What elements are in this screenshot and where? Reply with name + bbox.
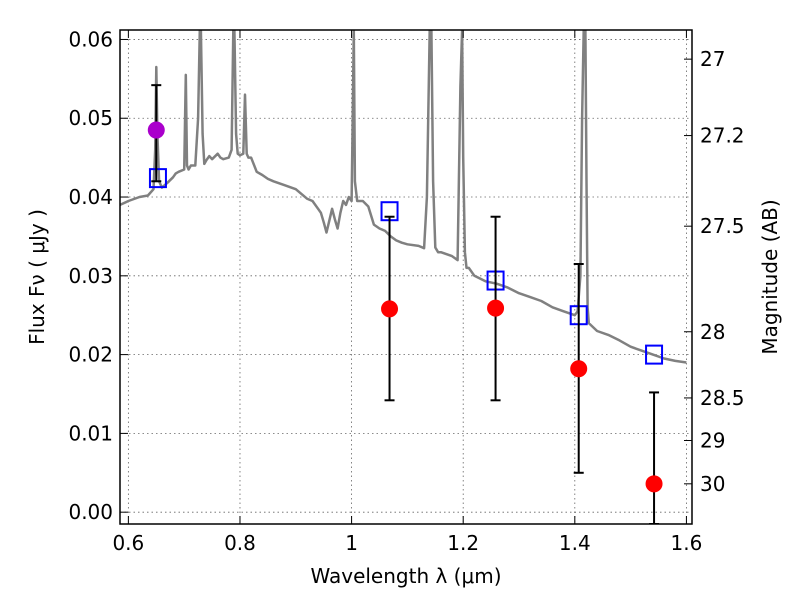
x-tick-label: 0.6 bbox=[112, 531, 144, 555]
observed-flux-point bbox=[487, 299, 505, 317]
right-tick-label: 28 bbox=[700, 320, 725, 344]
model-spectrum-line bbox=[120, 30, 687, 364]
observed-flux-point bbox=[381, 300, 399, 318]
x-tick-label: 1.2 bbox=[447, 531, 479, 555]
plot-frame bbox=[119, 29, 693, 525]
y-tick-label: 0.05 bbox=[68, 106, 113, 130]
observed-flux-point bbox=[147, 121, 165, 139]
x-tick-label: 0.8 bbox=[224, 531, 256, 555]
right-tick-label: 29 bbox=[700, 428, 725, 452]
x-tick-label: 1.4 bbox=[559, 531, 591, 555]
x-axis-title: Wavelength λ (μm) bbox=[310, 564, 501, 588]
y-tick-label: 0.06 bbox=[68, 27, 113, 51]
y-tick-label: 0.01 bbox=[68, 421, 113, 445]
y-tick-label: 0.04 bbox=[68, 185, 113, 209]
right-tick-label: 27.5 bbox=[700, 214, 745, 238]
right-tick-label: 27.2 bbox=[700, 124, 745, 148]
x-tick-label: 1 bbox=[345, 531, 358, 555]
y-tick-label: 0.02 bbox=[68, 343, 113, 367]
right-axis-title: Magnitude (AB) bbox=[758, 199, 782, 354]
observed-flux-point bbox=[645, 475, 663, 493]
plot-area bbox=[120, 30, 687, 524]
right-tick-label: 30 bbox=[700, 472, 725, 496]
right-tick-label: 28.5 bbox=[700, 386, 745, 410]
model-flux-square bbox=[148, 168, 167, 189]
y-tick-label: 0.00 bbox=[68, 500, 113, 524]
ticks bbox=[120, 30, 692, 524]
y-tick-label: 0.03 bbox=[68, 264, 113, 288]
right-tick-label: 27 bbox=[700, 47, 725, 71]
tick-labels: 0.6 0.8 1 1.2 1.4 1.6 0.00 0.01 0.02 0.03 0.04 0.05… bbox=[68, 27, 744, 555]
model-flux-square bbox=[645, 344, 664, 365]
observed-flux-point bbox=[570, 360, 588, 378]
y-axis-title: Flux Fν ( μJy ) bbox=[25, 209, 49, 345]
x-tick-label: 1.6 bbox=[671, 531, 703, 555]
